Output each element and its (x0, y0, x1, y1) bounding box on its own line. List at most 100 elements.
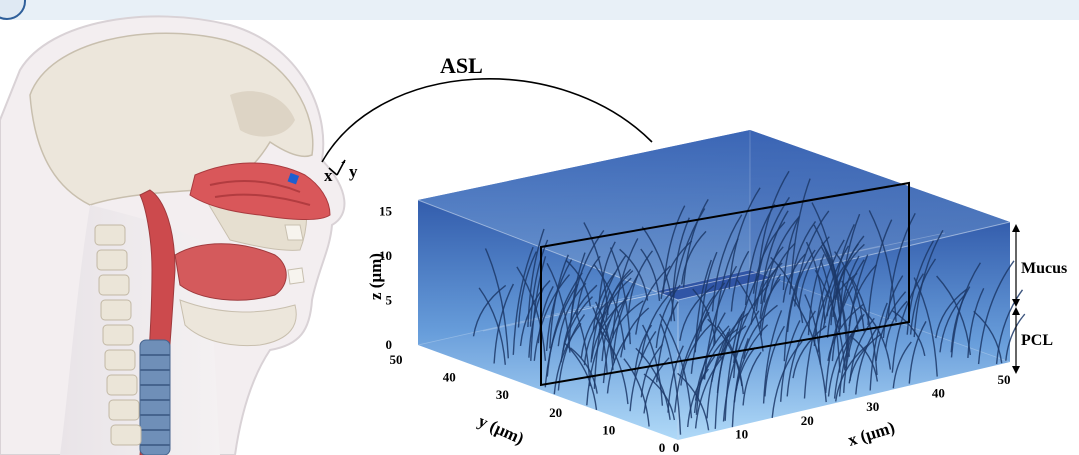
cilium (580, 301, 609, 358)
cilium (643, 357, 670, 414)
head-illustration (0, 15, 346, 455)
x-tick-label: 30 (866, 399, 879, 414)
coordinate-axes-icon: x y (324, 159, 358, 185)
cilium (742, 351, 762, 406)
mucus-bracket (1012, 224, 1020, 307)
cilium (598, 328, 629, 405)
cilium (694, 354, 726, 429)
cilium (714, 328, 731, 429)
cilium (783, 271, 801, 362)
cilium (711, 214, 743, 312)
cilium (939, 293, 966, 353)
cilium (660, 240, 693, 299)
cilium (770, 256, 804, 324)
x-tick-label: 40 (932, 386, 945, 401)
cilium (546, 272, 583, 377)
cilium (813, 239, 845, 347)
cilium (950, 286, 971, 353)
z-axis-title: z (μm) (366, 253, 385, 300)
cilium (553, 322, 582, 395)
cilium (641, 324, 664, 406)
cilium (763, 217, 800, 303)
cilium (909, 258, 937, 335)
cilium (591, 297, 628, 359)
spine (94, 224, 142, 446)
cilium (517, 251, 538, 328)
cilium (794, 210, 830, 307)
cilium (977, 260, 1015, 365)
cilium (760, 273, 782, 336)
cilium (743, 304, 778, 359)
cilium (512, 246, 534, 355)
cilium (593, 290, 611, 389)
cilium (563, 342, 598, 410)
cilium (570, 229, 605, 324)
cilium (695, 312, 726, 415)
cilium (789, 220, 817, 295)
cilium (786, 310, 816, 397)
cilium (733, 284, 769, 363)
x-tick-label: 20 (801, 413, 814, 428)
cilium (713, 238, 739, 347)
cilium (598, 241, 616, 307)
cilium (780, 320, 801, 402)
cilium (803, 285, 832, 399)
x-tick-label: 0 (673, 440, 680, 455)
x-tick-label: 50 (998, 372, 1011, 387)
cilium (935, 288, 968, 339)
cilium (973, 310, 1003, 364)
y-axis: 0 10 20 30 40 50 (390, 352, 666, 455)
cilium (811, 202, 841, 317)
cilium (586, 318, 612, 406)
nose-sample-marker (287, 172, 300, 185)
cilium (834, 251, 865, 332)
cilium (913, 277, 938, 377)
cilium (680, 323, 712, 386)
cilium (717, 325, 744, 395)
coord-y-label: y (349, 162, 358, 181)
cilium (807, 254, 825, 336)
pcl-label: PCL (1021, 332, 1053, 349)
cilium (832, 235, 865, 318)
cilium (798, 236, 830, 307)
cilium (885, 300, 908, 348)
box-front-left-face (418, 200, 678, 440)
cilium (855, 326, 879, 395)
cilium (569, 347, 598, 394)
cilium (590, 254, 627, 363)
cilium (655, 284, 681, 348)
cilium (694, 259, 712, 353)
cilium (609, 300, 644, 348)
y-tick-label: 0 (659, 440, 666, 455)
cilium (724, 313, 743, 421)
cilium (560, 296, 593, 363)
skull (29, 32, 314, 206)
top-banner (0, 0, 1079, 20)
y-tick-label: 50 (390, 352, 403, 367)
cilium (833, 313, 865, 399)
cilium (537, 286, 554, 344)
cilium (827, 331, 854, 397)
cilium (627, 250, 654, 314)
cilium (530, 256, 547, 361)
x-axis: 0 10 20 30 40 50 (673, 372, 1011, 455)
cilium (936, 275, 971, 356)
z-axis: 0 5 10 15 (379, 204, 393, 352)
cilium (484, 248, 509, 359)
cilium (869, 302, 888, 391)
cilium (845, 254, 869, 369)
cilium (700, 251, 718, 332)
cilium (527, 228, 545, 328)
asl-3d-box (417, 130, 1011, 440)
cilium (682, 199, 709, 288)
cilium (533, 274, 571, 361)
cilium (750, 262, 783, 325)
y-tick-label: 20 (549, 405, 562, 420)
cilium (850, 335, 879, 382)
cilium (892, 341, 912, 389)
cilium (820, 259, 841, 373)
cilium (730, 250, 750, 312)
cilium (640, 248, 661, 301)
tongue (174, 243, 287, 301)
